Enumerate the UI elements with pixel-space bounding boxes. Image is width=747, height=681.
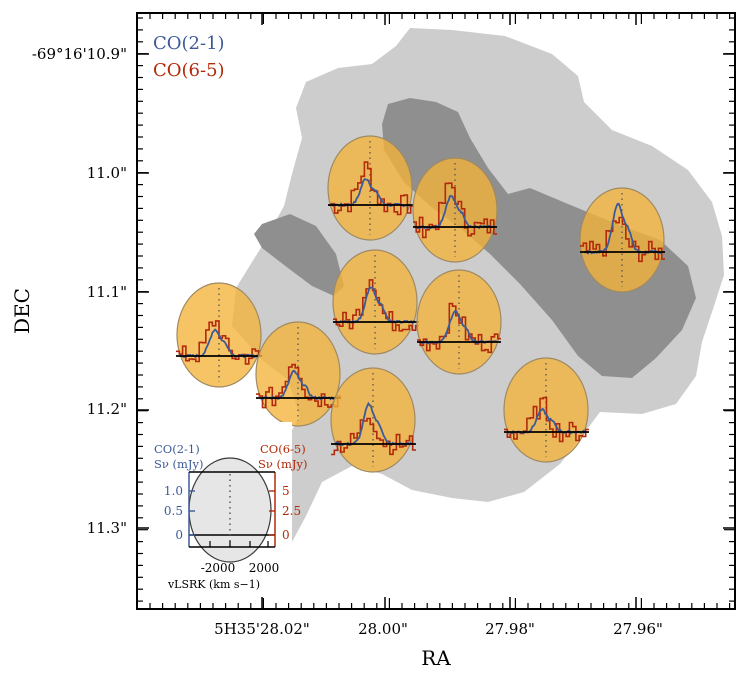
spectra-layer: [176, 135, 665, 473]
spectrum-panel: [412, 157, 498, 263]
legend-co21: CO(2-1): [153, 33, 225, 54]
y-tick-label: 11.3": [87, 519, 127, 537]
spectrum-panel: [332, 249, 419, 355]
plot-frame: [136, 12, 736, 610]
x-axis-label: RA: [421, 646, 451, 670]
x-tick-label: 27.98": [485, 620, 535, 638]
beam-ellipse: [412, 157, 498, 263]
y-tick-label: 11.2": [87, 400, 127, 418]
beam-ellipse: [327, 135, 413, 241]
co65-spectrum: [417, 302, 501, 354]
co21-spectrum: [179, 328, 259, 359]
inset-right-tick-label: 2.5: [282, 504, 301, 518]
spectrum-panel: [327, 135, 414, 241]
x-tick-label: 27.96": [613, 620, 663, 638]
co65-spectrum: [580, 216, 665, 263]
y-tick-label: 11.0": [87, 164, 127, 182]
beam-ellipse: [330, 367, 416, 473]
x-tick-label: 28.00": [358, 620, 408, 638]
spectrum-panel: [330, 367, 416, 473]
frame-ticks: [137, 13, 735, 609]
inset-left-tick-label: 0.5: [164, 504, 183, 518]
co65-spectrum: [176, 320, 262, 365]
co65-spectrum: [333, 279, 419, 332]
y-axis-label: DEC: [10, 288, 34, 334]
inset-right-tick-label: 5: [282, 484, 290, 498]
inset-right-label-2: Sν (mJy): [258, 457, 308, 471]
legend-co65: CO(6-5): [153, 60, 225, 81]
inner-contour-left: [254, 214, 344, 296]
spectrum-panel: [176, 282, 262, 388]
inset-x-axis-label: vLSRK (km s−1): [167, 578, 260, 591]
inset-right-label-1: CO(6-5): [260, 442, 306, 456]
co65-spectrum: [413, 182, 497, 239]
spectrum-panel: [255, 321, 341, 427]
velocity-scale-inset: CO(2-1) Sν (mJy) CO(6-5) Sν (mJy) 1.0 0.…: [154, 422, 308, 592]
inset-left-tick-label: 0: [175, 528, 183, 542]
y-tick-label: -69°16'10.9": [32, 45, 127, 63]
inset-x-tick-label: -2000: [201, 561, 236, 575]
spectrum-panel: [579, 187, 665, 293]
inset-right-tick-label: 0: [282, 528, 290, 542]
co65-spectrum: [256, 363, 341, 409]
spectrum-panel: [416, 269, 502, 375]
inset-left-label-1: CO(2-1): [154, 442, 200, 456]
x-tick-label: 5H35'28.02": [214, 620, 310, 638]
y-tick-label: 11.1": [87, 283, 127, 301]
inset-left-label-2: Sν (mJy): [154, 457, 204, 471]
inset-ticks: [189, 490, 275, 547]
beam-ellipse: [579, 187, 665, 293]
inset-x-tick-label: 2000: [249, 561, 280, 575]
co65-spectrum: [331, 417, 416, 456]
spectrum-panel: [503, 357, 589, 463]
inset-left-tick-label: 1.0: [164, 484, 183, 498]
